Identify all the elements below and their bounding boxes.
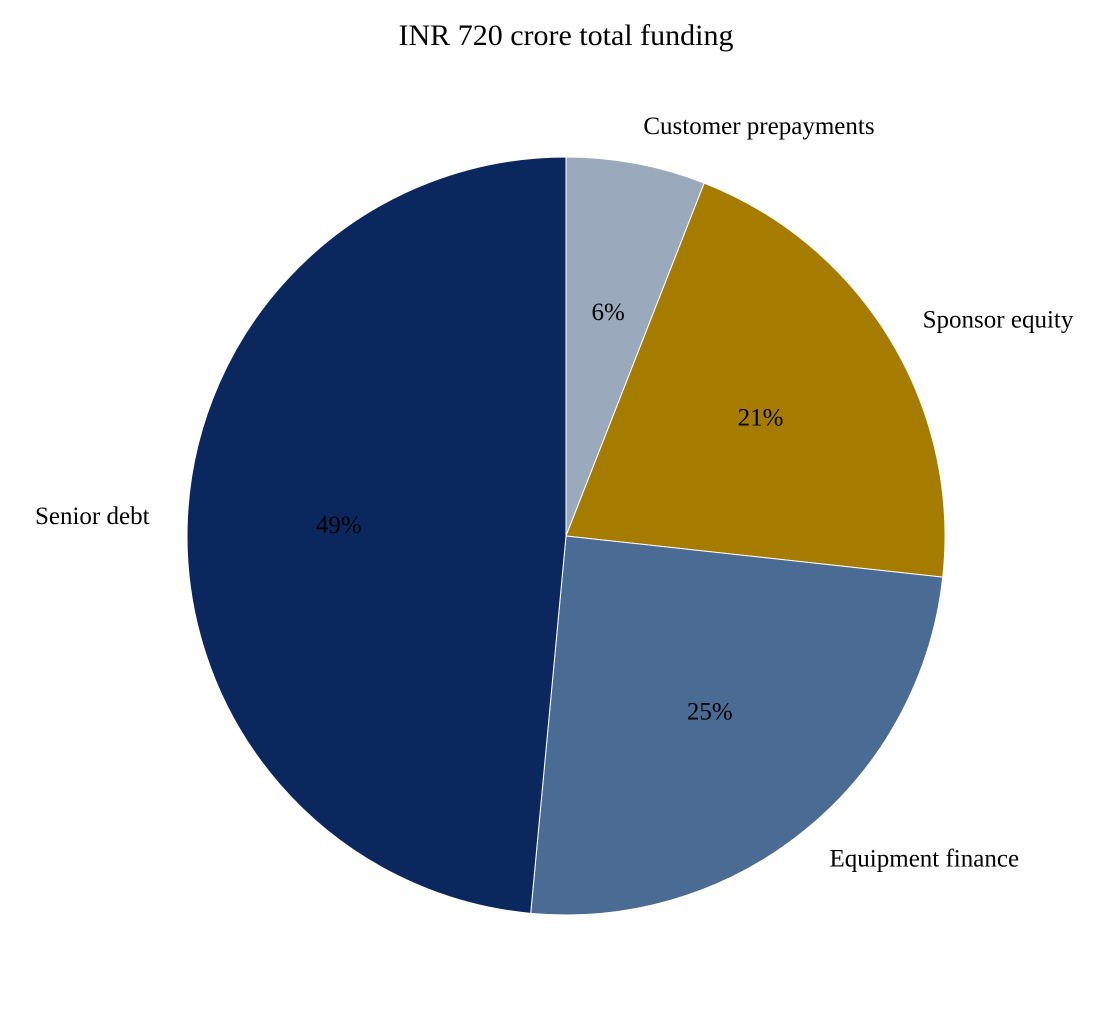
pie-slice-senior-debt bbox=[186, 156, 567, 914]
pie-pct-label: 25% bbox=[687, 699, 733, 726]
pie-labels: 6% Customer prepayments 21% Sponsor equity 2… bbox=[35, 113, 1074, 873]
pie-category-label: Sponsor equity bbox=[923, 307, 1074, 334]
pie-slices bbox=[186, 156, 946, 916]
pie-pct-label: 6% bbox=[592, 299, 625, 326]
pie-category-label: Senior debt bbox=[35, 503, 150, 530]
pie-slice-equipment-finance bbox=[530, 535, 944, 916]
pie-pct-label: 21% bbox=[738, 405, 784, 432]
pie-slice-sponsor-equity bbox=[565, 182, 946, 578]
pie-category-label: Customer prepayments bbox=[643, 113, 874, 140]
pie-category-label: Equipment finance bbox=[830, 846, 1020, 873]
chart-title: INR 720 crore total funding bbox=[399, 19, 734, 52]
pie-slice-customer-prepayments bbox=[565, 156, 705, 537]
pie-pct-label: 49% bbox=[316, 512, 362, 539]
